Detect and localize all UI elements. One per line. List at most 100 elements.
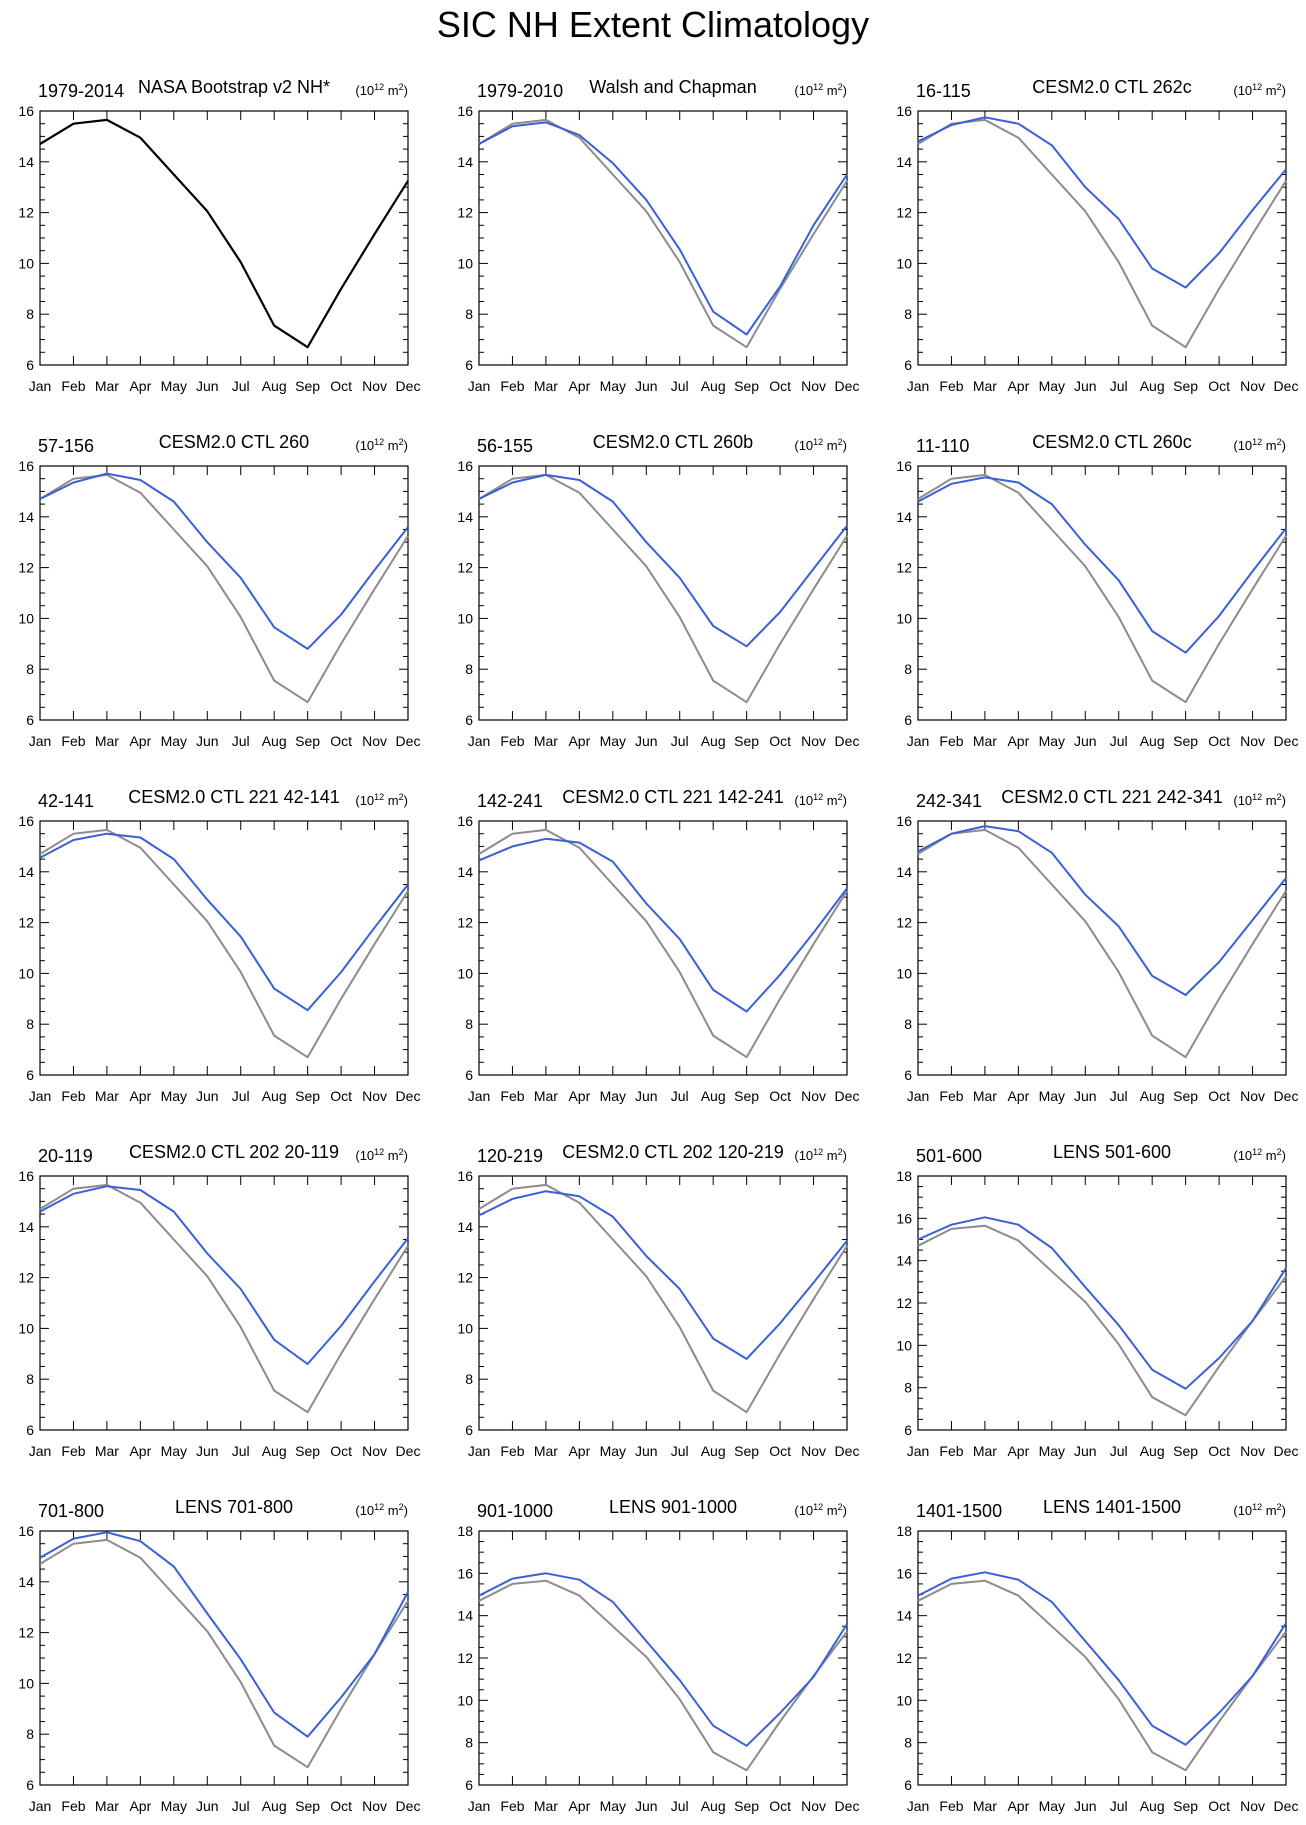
x-tick-label: Oct	[1208, 733, 1230, 749]
y-tick-label: 14	[18, 154, 34, 170]
y-tick-label: 12	[18, 1625, 34, 1641]
y-tick-label: 8	[465, 1735, 473, 1751]
x-tick-label: Jun	[196, 1088, 219, 1104]
x-tick-label: Jul	[1110, 1443, 1128, 1459]
x-tick-label: Dec	[1274, 733, 1299, 749]
y-tick-label: 10	[896, 610, 912, 626]
panel-title: CESM2.0 CTL 221 142-241	[562, 787, 783, 807]
units-label: (1012 m2)	[355, 82, 408, 98]
series-line-model	[39, 832, 409, 1012]
x-tick-label: Apr	[129, 733, 151, 749]
units-label: (1012 m2)	[794, 82, 847, 98]
x-tick-label: Jun	[635, 1088, 658, 1104]
x-tick-label: Nov	[801, 1088, 826, 1104]
x-tick-label: Jun	[1074, 1443, 1097, 1459]
x-tick-label: Sep	[295, 1798, 320, 1814]
y-tick-label: 8	[26, 1371, 34, 1387]
x-tick-label: Dec	[835, 378, 860, 394]
panel-7: 6 8 10 12 14 16 Jan Feb Mar Apr May Jun Jul Aug Sep Oct…	[18, 787, 420, 1104]
series-line-reference	[478, 473, 848, 704]
y-tick-label: 10	[18, 610, 34, 626]
x-tick-label: Oct	[1208, 1443, 1230, 1459]
panel-years-label: 57-156	[38, 436, 94, 456]
x-tick-label: Mar	[973, 733, 997, 749]
y-tick-label: 10	[457, 965, 473, 981]
x-tick-label: Nov	[362, 378, 387, 394]
x-tick-label: Jun	[635, 378, 658, 394]
y-tick-label: 12	[457, 1270, 473, 1286]
series-line-reference	[39, 1538, 409, 1769]
x-tick-label: Oct	[769, 378, 791, 394]
panel-4: 6 8 10 12 14 16 Jan Feb Mar Apr May Jun Jul Aug Sep Oct…	[18, 432, 420, 749]
series-line-reference	[478, 118, 848, 349]
panel-title: LENS 701-800	[175, 1497, 293, 1517]
y-tick-label: 10	[18, 255, 34, 271]
x-tick-label: May	[161, 1088, 187, 1104]
panel-6: 6 8 10 12 14 16 Jan Feb Mar Apr May Jun Jul Aug Sep Oct…	[896, 432, 1298, 749]
x-tick-label: Nov	[362, 1443, 387, 1459]
panel-11: 6 8 10 12 14 16 Jan Feb Mar Apr May Jun Jul Aug Sep Oct…	[457, 1142, 859, 1459]
units-label: (1012 m2)	[794, 1502, 847, 1518]
x-tick-label: Oct	[769, 1798, 791, 1814]
panel-years-label: 142-241	[477, 791, 543, 811]
x-tick-label: Jan	[29, 378, 52, 394]
panel-years-label: 16-115	[916, 81, 971, 101]
panel-title: CESM2.0 CTL 260b	[593, 432, 753, 452]
y-tick-label: 16	[18, 1168, 34, 1184]
x-tick-label: Dec	[396, 1798, 421, 1814]
x-tick-label: Apr	[1007, 733, 1029, 749]
y-tick-label: 16	[457, 458, 473, 474]
x-tick-label: Oct	[769, 733, 791, 749]
y-tick-label: 8	[26, 306, 34, 322]
x-tick-label: Apr	[129, 1088, 151, 1104]
x-tick-label: May	[161, 378, 187, 394]
x-tick-label: Sep	[734, 378, 759, 394]
x-tick-label: Nov	[1240, 733, 1265, 749]
x-tick-label: Oct	[330, 378, 352, 394]
x-tick-label: Jul	[232, 1088, 250, 1104]
x-tick-label: Oct	[1208, 1088, 1230, 1104]
x-tick-label: Feb	[939, 378, 963, 394]
series-line-model	[39, 472, 409, 650]
x-tick-label: Oct	[769, 1088, 791, 1104]
y-tick-label: 12	[18, 1270, 34, 1286]
y-tick-label: 6	[904, 357, 912, 373]
x-tick-label: Aug	[262, 1443, 287, 1459]
panel-years-label: 11-110	[916, 436, 969, 456]
x-tick-label: Jan	[907, 1443, 930, 1459]
y-tick-label: 10	[18, 1320, 34, 1336]
x-tick-label: Jan	[29, 733, 52, 749]
x-tick-label: Sep	[295, 1443, 320, 1459]
x-tick-label: Dec	[835, 733, 860, 749]
y-tick-label: 14	[896, 1608, 912, 1624]
x-tick-label: Apr	[129, 1798, 151, 1814]
x-tick-label: May	[600, 733, 626, 749]
x-tick-label: Jun	[1074, 1088, 1097, 1104]
panel-title: CESM2.0 CTL 260c	[1032, 432, 1191, 452]
panel-years-label: 901-1000	[477, 1501, 553, 1521]
x-tick-label: Sep	[1173, 378, 1198, 394]
x-tick-label: Jul	[232, 1443, 250, 1459]
panel-years-label: 1979-2014	[38, 81, 124, 101]
y-tick-label: 16	[457, 103, 473, 119]
y-tick-label: 10	[457, 1320, 473, 1336]
x-tick-label: Jan	[468, 1088, 491, 1104]
x-tick-label: Aug	[701, 378, 726, 394]
y-tick-label: 16	[896, 813, 912, 829]
x-tick-label: May	[161, 1443, 187, 1459]
x-tick-label: Mar	[534, 1798, 558, 1814]
y-tick-label: 8	[904, 306, 912, 322]
panel-title: CESM2.0 CTL 221 42-141	[128, 787, 339, 807]
y-tick-label: 8	[465, 1371, 473, 1387]
x-tick-label: Jul	[232, 378, 250, 394]
y-tick-label: 8	[465, 661, 473, 677]
x-tick-label: Feb	[939, 1088, 963, 1104]
x-tick-label: Nov	[801, 378, 826, 394]
y-tick-label: 6	[465, 1422, 473, 1438]
panel-13: 6 8 10 12 14 16 Jan Feb Mar Apr May Jun Jul Aug Sep Oct…	[18, 1497, 420, 1814]
x-tick-label: Aug	[262, 1088, 287, 1104]
x-tick-label: May	[600, 1088, 626, 1104]
x-tick-label: Jan	[468, 1443, 491, 1459]
units-label: (1012 m2)	[1233, 792, 1286, 808]
